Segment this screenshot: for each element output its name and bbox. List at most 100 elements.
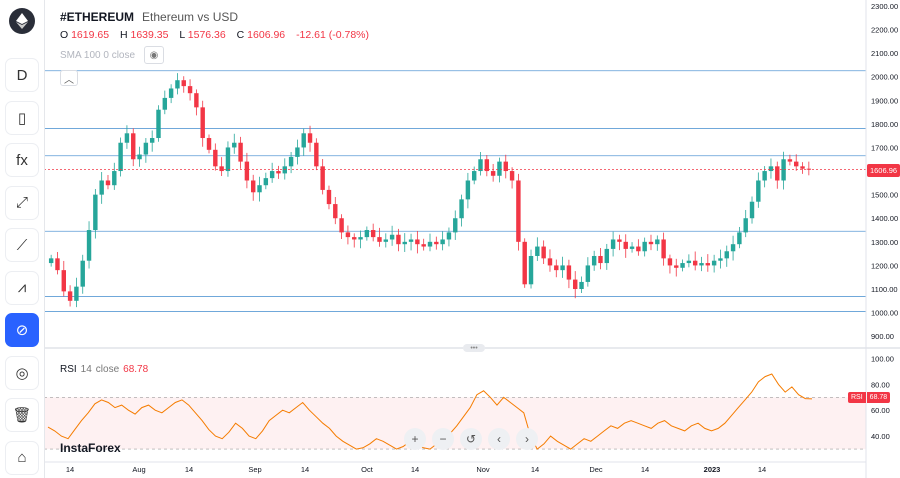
open-value: 1619.65: [71, 29, 110, 41]
time-tick-label: 14: [531, 465, 539, 474]
candle-body: [301, 133, 306, 148]
candle-body: [655, 239, 660, 245]
patterns-icon: ⩘: [17, 279, 27, 296]
magnet-icon: ⊘: [15, 322, 29, 339]
candle-body: [383, 239, 389, 242]
brand-watermark: InstaForex: [60, 441, 121, 455]
zoom-in-button[interactable]: +: [404, 428, 426, 450]
candle-body: [705, 263, 711, 266]
candle-body: [598, 255, 603, 264]
candle-body: [168, 88, 174, 98]
candle-body: [547, 258, 553, 266]
candle-body: [453, 218, 458, 233]
sidebar-candles-tool[interactable]: ▯: [5, 100, 39, 135]
price-tick-label: 1300.00: [871, 238, 898, 247]
reset-button[interactable]: ↺: [460, 428, 482, 450]
candle-body: [99, 180, 104, 195]
rsi-value: 68.78: [123, 364, 149, 375]
price-tick-label: 900.00: [871, 332, 894, 341]
candle-body: [560, 265, 565, 271]
candle-body: [352, 237, 357, 240]
eye-icon[interactable]: ◉: [144, 46, 164, 64]
sidebar-remove-drawings-tool[interactable]: 🗑: [5, 398, 39, 432]
sidebar-fib-tool[interactable]: ⟋: [5, 228, 39, 262]
candle-body: [503, 161, 508, 172]
sidebar-text-tool[interactable]: D: [5, 58, 39, 92]
rsi-legend[interactable]: RSI 14 close 68.78: [60, 364, 148, 375]
candle-body: [364, 230, 370, 238]
close-label: C: [236, 29, 245, 41]
rsi-tick-label: 80.00: [871, 380, 890, 389]
sidebar-trendline-tool[interactable]: ⤢: [5, 185, 39, 220]
low-label: L: [179, 29, 185, 41]
left-toolbar: D ▯ fx ⤢ ⟋ ⩘ ⊘ ◎ 🗑 ⌂: [0, 0, 45, 478]
candle-body: [585, 265, 591, 282]
candle-body: [269, 171, 275, 179]
candle-body: [478, 159, 483, 172]
rsi-name: RSI: [60, 364, 77, 375]
time-tick-label: Sep: [248, 465, 261, 474]
candle-body: [623, 241, 628, 249]
candle-body: [263, 178, 269, 186]
candle-body: [775, 166, 780, 181]
time-tick-label: Nov: [476, 465, 490, 474]
rsi-axis[interactable]: 100.00 80.00 60.00 40.00: [871, 354, 894, 441]
candle-body: [314, 142, 319, 167]
candle-body: [730, 244, 736, 252]
candle-body: [421, 244, 426, 247]
remove-drawings-icon: 🗑: [12, 407, 32, 424]
candle-body: [692, 260, 698, 266]
scroll-right-button[interactable]: ›: [516, 428, 538, 450]
candle-body: [257, 185, 262, 193]
sidebar-patterns-tool[interactable]: ⩘: [5, 270, 39, 305]
candle-body: [61, 270, 66, 292]
candle-body: [667, 258, 673, 266]
close-value: 1606.96: [247, 29, 286, 41]
rsi-tick-label: 60.00: [871, 406, 890, 415]
candle-body: [617, 239, 622, 242]
candle-body: [756, 180, 761, 202]
symbol-name[interactable]: #ETHEREUM: [60, 10, 135, 24]
candle-body: [440, 239, 445, 245]
candle-body: [396, 234, 401, 245]
candle-body: [326, 189, 332, 205]
candle-body: [181, 80, 186, 87]
sidebar-magnet-tool[interactable]: ⊘: [5, 313, 39, 347]
time-tick-label: 14: [66, 465, 74, 474]
sidebar-home-tool[interactable]: ⌂: [5, 440, 39, 475]
candle-body: [276, 171, 281, 174]
candle-body: [636, 246, 641, 252]
candle-body: [295, 147, 300, 157]
candle-body: [737, 232, 742, 245]
candle-body: [408, 239, 414, 242]
sma-indicator-label[interactable]: SMA 100 0 close: [60, 50, 136, 61]
sidebar-indicators-tool[interactable]: fx: [5, 143, 39, 177]
price-tick-label: 1500.00: [871, 191, 898, 200]
open-label: O: [60, 29, 69, 41]
zoom-out-button[interactable]: −: [432, 428, 454, 450]
candle-body: [497, 161, 502, 176]
candle-body: [680, 263, 685, 268]
candle-body: [156, 109, 161, 139]
candle-body: [648, 241, 654, 245]
pane-resize-handle[interactable]: •••: [463, 344, 485, 352]
time-tick-label: 14: [301, 465, 309, 474]
price-tick-label: 2100.00: [871, 49, 898, 58]
price-tick-label: 1800.00: [871, 120, 898, 129]
candle-body: [402, 241, 407, 245]
chevron-up-icon[interactable]: ︿: [60, 70, 78, 86]
symbol-legend: #ETHEREUM Ethereum vs USD: [60, 10, 238, 24]
time-axis[interactable]: 14 Aug 14 Sep 14 Oct 14 Nov 14 Dec 14 2023 14: [66, 465, 766, 474]
price-tick-label: 1400.00: [871, 214, 898, 223]
price-axis[interactable]: 2300.00 2200.00 2100.00 2000.00 1900.00 1800.…: [871, 2, 898, 341]
candle-body: [604, 248, 610, 264]
candle-body: [370, 230, 376, 238]
ethereum-logo-icon: [9, 8, 35, 34]
candle-body: [93, 194, 98, 231]
candle-body: [427, 241, 433, 247]
candle-body: [187, 86, 193, 94]
sidebar-hide-drawings-tool[interactable]: ◎: [5, 355, 39, 390]
scroll-left-button[interactable]: ‹: [488, 428, 510, 450]
candle-body: [686, 260, 692, 264]
